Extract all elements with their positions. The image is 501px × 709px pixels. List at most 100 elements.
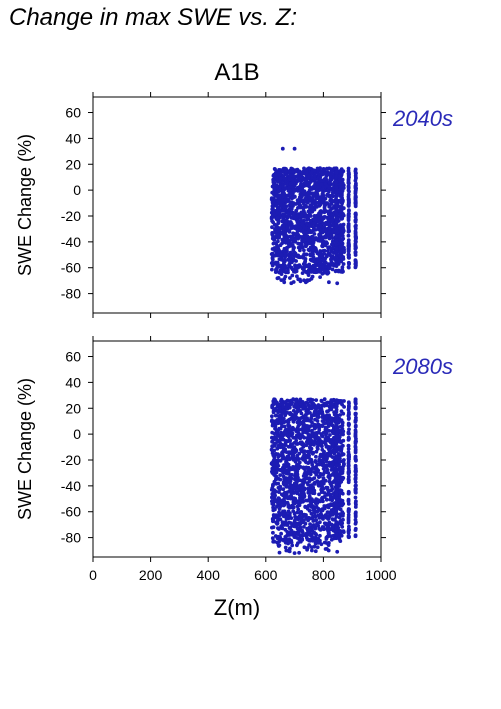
data-point	[334, 487, 338, 492]
data-point	[340, 452, 345, 456]
data-point	[272, 235, 277, 240]
data-point	[334, 262, 339, 267]
y-tick-label: -20	[61, 208, 81, 224]
data-point	[346, 463, 351, 468]
data-point	[322, 248, 327, 253]
data-point	[283, 400, 288, 404]
data-point	[353, 526, 358, 531]
data-point	[321, 466, 326, 471]
data-point	[353, 246, 358, 251]
y-tick-label: 60	[65, 349, 81, 365]
data-point	[270, 267, 274, 272]
data-point	[334, 199, 339, 204]
data-point	[317, 409, 322, 414]
data-point	[319, 169, 324, 174]
data-point	[324, 240, 329, 245]
data-point	[278, 473, 283, 477]
data-point	[273, 426, 277, 431]
data-point	[330, 261, 335, 266]
data-point	[339, 533, 344, 538]
data-point	[326, 211, 331, 216]
data-point	[316, 167, 320, 171]
data-point	[284, 450, 289, 454]
data-point	[319, 254, 324, 259]
data-point	[312, 268, 317, 273]
data-point	[337, 472, 342, 476]
data-point	[304, 226, 308, 231]
data-point	[346, 527, 351, 531]
data-point	[271, 530, 275, 535]
data-point	[354, 436, 358, 441]
data-point	[295, 427, 300, 432]
data-point	[346, 166, 351, 171]
data-point	[284, 548, 289, 553]
data-point	[313, 549, 318, 554]
data-point	[303, 459, 308, 464]
data-point	[310, 234, 314, 239]
data-point	[276, 481, 281, 486]
data-point	[326, 202, 330, 206]
data-point	[287, 425, 291, 429]
data-point	[304, 221, 309, 226]
data-point	[274, 477, 278, 482]
data-point	[289, 493, 293, 498]
data-point	[278, 445, 283, 450]
data-point	[302, 417, 307, 422]
data-point	[334, 458, 339, 463]
data-point	[323, 228, 328, 233]
data-point	[324, 521, 328, 526]
data-point	[327, 226, 332, 230]
x-tick-label: 200	[139, 567, 163, 583]
data-point	[295, 510, 299, 515]
data-point	[322, 167, 327, 172]
data-point	[279, 252, 284, 257]
data-point	[318, 270, 323, 274]
data-point	[300, 182, 305, 187]
data-point	[334, 463, 339, 468]
data-point	[315, 419, 320, 423]
data-point	[324, 504, 329, 508]
data-point	[295, 404, 300, 408]
data-point	[341, 476, 346, 480]
data-point	[334, 240, 339, 245]
x-tick-label: 600	[254, 567, 278, 583]
data-point	[284, 517, 289, 521]
data-point	[341, 529, 346, 534]
data-point	[321, 258, 326, 263]
data-point	[289, 521, 293, 525]
scenario-title: A1B	[214, 59, 259, 86]
data-point	[300, 271, 305, 275]
data-point	[318, 528, 323, 532]
data-point	[281, 208, 286, 213]
data-point	[274, 191, 279, 196]
data-point	[346, 242, 351, 246]
data-point	[274, 470, 279, 475]
data-point	[271, 470, 276, 475]
data-point	[303, 199, 307, 204]
data-point	[311, 252, 315, 257]
data-point	[295, 218, 300, 223]
data-point	[332, 451, 337, 456]
data-point	[271, 410, 276, 415]
data-point	[318, 533, 322, 538]
data-point	[283, 169, 288, 174]
data-point	[274, 474, 279, 479]
data-point	[311, 413, 316, 418]
data-point	[318, 474, 322, 479]
data-point	[327, 230, 332, 235]
data-point	[353, 194, 358, 198]
data-point	[340, 465, 344, 470]
data-point	[353, 428, 358, 433]
data-point	[337, 512, 342, 517]
data-point	[279, 492, 284, 497]
y-tick-label: -40	[61, 234, 81, 250]
data-point	[289, 173, 294, 178]
data-point	[334, 407, 339, 412]
data-point	[338, 223, 343, 228]
data-point	[315, 440, 320, 445]
data-point	[296, 541, 300, 545]
y-tick-label: -80	[61, 286, 81, 302]
y-tick-label: -80	[61, 530, 81, 546]
data-point	[296, 532, 300, 537]
data-point	[338, 198, 343, 203]
